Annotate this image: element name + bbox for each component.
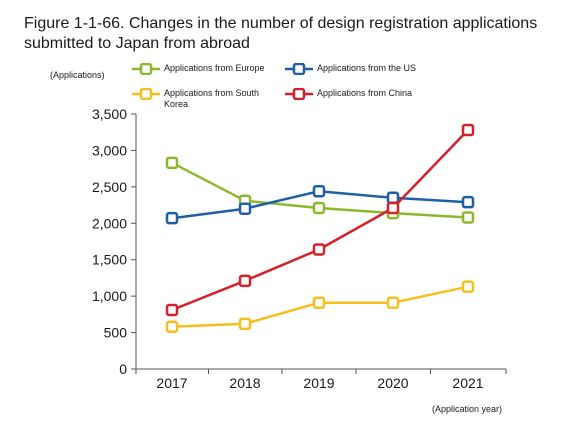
legend-label-europe: Applications from Europe	[164, 63, 265, 73]
y-tick-label: 1,000	[92, 288, 127, 304]
data-point-applications-from-the-us	[312, 184, 326, 198]
data-point-applications-from-south-korea	[312, 296, 326, 309]
legend-label-us: Applications from the US	[317, 63, 417, 73]
x-axis-label: (Application year)	[432, 404, 503, 414]
x-tick-label: 2019	[303, 375, 334, 391]
legend-item-europe: Applications from Europe	[132, 63, 284, 75]
x-tick-label: 2018	[229, 375, 260, 391]
x-tick-label: 2021	[452, 375, 483, 391]
data-point-applications-from-china	[165, 303, 179, 317]
y-tick-label: 2,500	[92, 179, 127, 195]
data-point-applications-from-europe	[165, 156, 179, 170]
y-tick-label: 1,500	[92, 252, 127, 268]
legend-swatch-south-korea	[132, 88, 160, 100]
legend-item-south-korea: Applications from South Korea	[132, 88, 274, 110]
data-point-applications-from-the-us	[461, 195, 475, 209]
data-point-applications-from-the-us	[165, 211, 179, 225]
data-point-applications-from-the-us	[386, 191, 400, 205]
legend-swatch-china	[285, 88, 313, 100]
legend-item-china: Applications from China	[285, 88, 447, 100]
legend-label-south-korea: Applications from South Korea	[164, 88, 260, 109]
y-tick-label: 0	[119, 361, 127, 377]
x-tick-label: 2017	[156, 375, 187, 391]
data-point-applications-from-south-korea	[461, 280, 475, 293]
data-point-applications-from-south-korea	[165, 320, 179, 333]
y-tick-label: 2,000	[92, 215, 127, 231]
data-point-applications-from-europe	[461, 211, 475, 224]
data-point-applications-from-europe	[312, 201, 326, 215]
data-point-applications-from-china	[386, 201, 400, 215]
data-point-applications-from-china	[238, 274, 252, 288]
series-line-applications-from-china	[171, 129, 469, 312]
legend-swatch-europe	[132, 63, 160, 75]
legend-swatch-us	[285, 63, 313, 75]
data-point-applications-from-china	[312, 243, 326, 256]
data-point-applications-from-south-korea	[386, 296, 400, 309]
legend-label-china: Applications from China	[317, 88, 413, 98]
y-tick-label: 3,000	[92, 142, 127, 158]
y-tick-label: 500	[104, 325, 128, 341]
data-point-applications-from-china	[461, 123, 475, 137]
y-axis-label: (Applications)	[50, 70, 105, 80]
data-point-applications-from-south-korea	[238, 317, 252, 331]
data-point-applications-from-the-us	[238, 202, 252, 215]
legend-item-us: Applications from the US	[285, 63, 447, 75]
y-tick-label: 3,500	[92, 106, 127, 122]
chart-title: Figure 1-1-66. Changes in the number of …	[24, 15, 538, 52]
x-tick-label: 2020	[377, 375, 408, 391]
